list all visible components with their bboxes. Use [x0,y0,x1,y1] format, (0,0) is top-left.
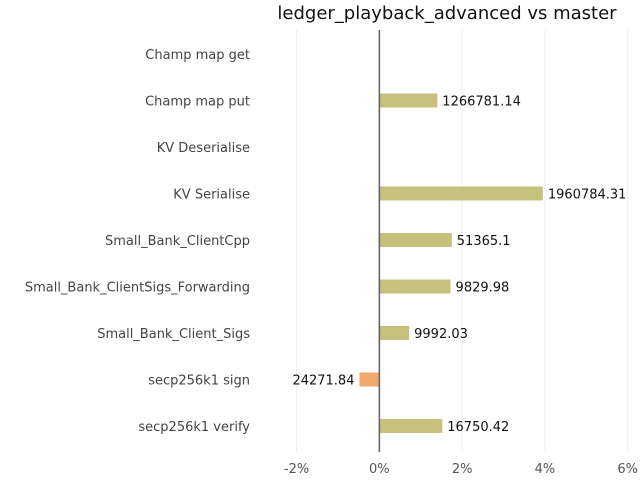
x-tick-label: 2% [452,462,473,477]
category-label: Small_Bank_ClientCpp [105,234,250,249]
chart-title: ledger_playback_advanced vs master [277,3,617,24]
category-labels: Champ map get Champ map put KV Deserialise… [25,48,250,435]
data-label: 24271.84 [292,374,354,389]
category-label: secp256k1 verify [138,420,250,435]
category-label: Champ map put [145,95,250,110]
x-tick-label: 6% [617,462,638,477]
category-label: Small_Bank_ClientSigs_Forwarding [25,281,250,296]
bars: 1266781.14 1960784.31 51365.1 9829.98 9992.0… [292,30,626,452]
data-label: 1960784.31 [548,188,627,203]
data-label: 9829.98 [456,281,510,296]
category-label: KV Serialise [173,188,250,203]
category-label: secp256k1 sign [148,374,250,389]
data-label: 1266781.14 [442,95,521,110]
data-label: 51365.1 [457,234,511,249]
data-label: 16750.42 [447,420,509,435]
bar [379,233,452,247]
x-tick-label: -2% [284,462,309,477]
bar [379,279,451,294]
bar [379,326,410,340]
bar [359,372,380,387]
data-label: 9992.03 [414,327,468,342]
x-tick-labels: -2% 0% 2% 4% 6% [284,462,638,477]
category-label: Champ map get [145,48,250,63]
x-tick-label: 0% [369,462,390,477]
category-label: Small_Bank_Client_Sigs [97,327,250,342]
category-label: KV Deserialise [157,141,250,156]
bar [379,93,438,108]
x-tick-label: 4% [535,462,556,477]
bar [379,186,543,201]
bar [379,419,443,433]
grid-lines [296,30,629,452]
